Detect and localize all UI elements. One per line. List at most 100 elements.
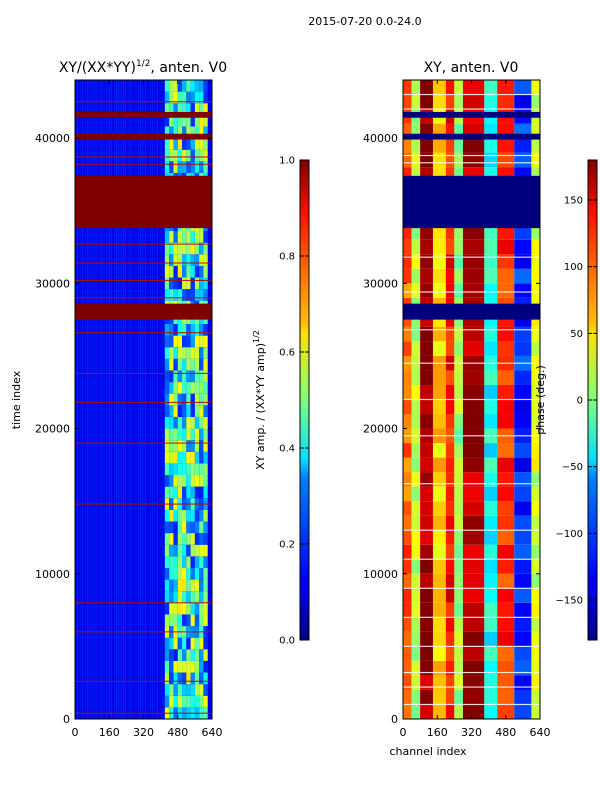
phase-stripe-cell xyxy=(484,152,498,168)
phase-stripe-cell xyxy=(497,530,515,545)
phase-stripe-cell xyxy=(514,573,532,589)
phase-stripe-cell xyxy=(411,138,421,153)
amplitude-bright-cell xyxy=(199,440,204,452)
amplitude-bright-cell xyxy=(203,323,208,336)
amplitude-bright-cell xyxy=(203,602,208,615)
amplitude-bright-cell xyxy=(173,335,178,348)
amplitude-bright-cell xyxy=(173,289,178,301)
amplitude-axes: 0 160 320 480 640 0 10000 20000 30000 40000 xyxy=(35,80,223,739)
phase-heatmap xyxy=(403,80,540,719)
phase-stripe-cell xyxy=(454,486,463,502)
phase-stripe-cell xyxy=(445,689,455,705)
phase-stripe-cell xyxy=(411,530,421,545)
amplitude-bright-cell xyxy=(190,591,195,603)
amplitude-bright-cell xyxy=(177,91,183,104)
amplitude-bright-cell xyxy=(203,138,208,150)
phase-stripe-cell xyxy=(484,486,498,502)
amplitude-bright-cell xyxy=(164,149,170,162)
phase-stripe-cell xyxy=(432,80,446,95)
phase-gap-line xyxy=(403,362,540,364)
amplitude-bright-cell xyxy=(169,486,174,499)
amplitude-bright-cell xyxy=(199,451,204,464)
phase-stripe-cell xyxy=(403,384,412,400)
phase-stripe-cell xyxy=(531,268,540,284)
amplitude-bright-cell xyxy=(186,91,191,104)
phase-stripe-cell xyxy=(484,326,498,342)
amplitude-bright-cell xyxy=(177,440,183,452)
phase-stripe-cell xyxy=(445,239,455,255)
amplitude-bright-cell xyxy=(203,149,208,162)
phase-stripe-cell xyxy=(462,384,485,400)
phase-stripe-cell xyxy=(445,399,455,415)
amplitude-bright-cell xyxy=(173,138,178,150)
phase-stripe-cell xyxy=(420,472,433,487)
amplitude-bright-cell xyxy=(182,544,187,557)
phase-stripe-cell xyxy=(420,443,433,458)
phase-stripe-cell xyxy=(420,660,433,676)
amplitude-bright-cell xyxy=(164,475,170,487)
phase-stripe-cell xyxy=(484,660,498,676)
phase-stripe-cell xyxy=(420,414,433,429)
amplitude-bright-cell xyxy=(169,579,174,592)
phase-stripe-cell xyxy=(531,472,540,487)
phase-stripe-cell xyxy=(432,486,446,502)
phase-stripe-cell xyxy=(514,341,532,356)
amplitude-bright-cell xyxy=(169,544,174,557)
phase-gap-line xyxy=(403,291,540,293)
phase-stripe-cell xyxy=(411,515,421,531)
phase-stripe-cell xyxy=(454,646,463,661)
amplitude-channel-cell xyxy=(117,80,119,719)
phase-stripe-cell xyxy=(531,675,540,690)
phase-stripe-cell xyxy=(531,341,540,356)
amplitude-bright-cell xyxy=(177,114,183,127)
phase-colorbar-tick-label: 150 xyxy=(564,196,583,207)
amplitude-bright-cell xyxy=(173,242,178,255)
phase-stripe-cell xyxy=(411,80,421,95)
amplitude-channel-cell xyxy=(122,80,124,719)
phase-stripe-cell xyxy=(403,472,412,487)
phase-stripe-cell xyxy=(454,254,463,269)
amplitude-bright-cell xyxy=(182,265,187,278)
phase-stripe-cell xyxy=(445,283,455,298)
amplitude-bright-cell xyxy=(186,544,191,557)
amplitude-bright-cell xyxy=(186,521,191,534)
amplitude-channel-cell xyxy=(124,80,126,719)
amplitude-bright-cell xyxy=(194,486,200,499)
amplitude-bright-cell xyxy=(194,370,200,383)
amplitude-flag-line xyxy=(75,101,212,103)
phase-stripe-cell xyxy=(484,370,498,385)
phase-stripe-cell xyxy=(514,472,532,487)
phase-stripe-cell xyxy=(497,501,515,516)
phase-stripe-cell xyxy=(484,138,498,153)
amplitude-bright-cell xyxy=(177,370,183,383)
phase-stripe-cell xyxy=(411,326,421,342)
amplitude-bright-cell xyxy=(169,242,174,255)
amplitude-bright-cell xyxy=(186,451,191,464)
phase-stripe-cell xyxy=(445,268,455,284)
amplitude-bright-cell xyxy=(164,591,170,603)
amplitude-bright-cell xyxy=(203,114,208,127)
phase-stripe-cell xyxy=(445,660,455,676)
phase-stripe-cell xyxy=(432,573,446,589)
phase-stripe-cell xyxy=(514,384,532,400)
phase-stripe-cell xyxy=(514,544,532,560)
amplitude-bright-cell xyxy=(186,567,191,580)
amplitude-flag-line xyxy=(75,332,212,334)
amplitude-channel-cell xyxy=(162,80,164,719)
amplitude-bright-cell xyxy=(173,114,178,127)
amplitude-bright-cell xyxy=(194,695,200,708)
phase-stripe-cell xyxy=(462,559,485,574)
phase-stripe-cell xyxy=(497,239,515,255)
amplitude-bright-cell xyxy=(169,475,174,487)
amplitude-bright-cell xyxy=(164,277,170,290)
phase-stripe-cell xyxy=(411,646,421,661)
amplitude-bright-cell xyxy=(190,114,195,127)
amplitude-x-tick-label: 640 xyxy=(202,726,223,739)
amplitude-bright-cell xyxy=(173,91,178,104)
amplitude-bright-cell xyxy=(194,358,200,371)
amplitude-bright-cell xyxy=(203,382,208,394)
phase-stripe-cell xyxy=(531,326,540,342)
phase-stripe-cell xyxy=(514,588,532,603)
amplitude-bright-cell xyxy=(164,138,170,150)
